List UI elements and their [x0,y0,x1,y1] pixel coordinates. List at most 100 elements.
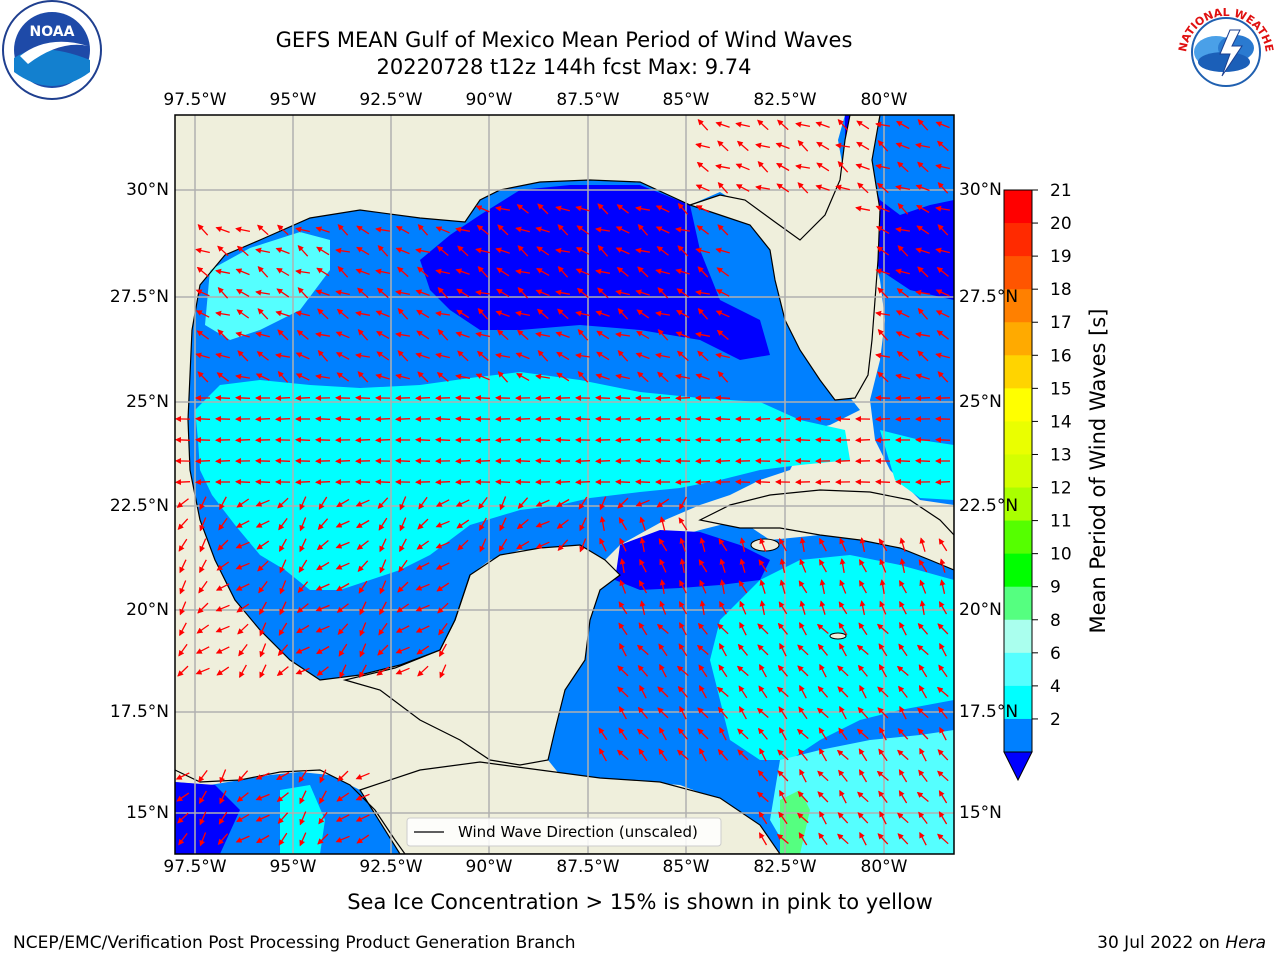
wind-arrow [277,644,289,657]
wind-arrow [735,184,750,192]
wind-arrow [435,562,450,570]
wind-arrow [437,287,449,299]
wind-arrow [199,811,207,826]
wind-arrow [238,644,248,657]
wind-arrow [475,373,490,381]
wind-arrow [355,268,370,276]
wind-arrow [919,579,927,594]
wind-arrow [477,308,489,320]
wind-arrow [615,437,631,444]
wind-arrow [298,769,308,783]
footer-left: NCEP/EMC/Verification Post Processing Pr… [13,933,576,953]
wind-arrow [717,224,729,236]
wind-arrow [658,748,668,762]
wind-arrow [335,352,350,360]
wind-arrow [758,832,768,846]
wind-arrow [395,457,411,464]
wind-arrow [615,478,631,485]
wind-arrow [255,373,270,381]
wind-arrow [335,458,351,465]
wind-arrow [438,623,448,636]
wind-arrow [235,583,250,591]
wind-arrow [915,373,930,380]
wind-arrow [697,350,709,362]
wind-arrow [798,580,808,594]
wind-arrow [215,583,230,591]
wind-arrow [835,415,851,422]
sea-ice-note: Sea Ice Concentration > 15% is shown in … [0,890,1280,914]
wind-arrow [839,705,847,720]
wind-arrow [375,310,390,318]
wind-arrow [397,581,409,593]
wind-arrow [655,457,671,464]
wind-arrow [916,791,929,802]
wind-arrow [356,540,369,550]
wind-arrow [799,684,807,699]
wind-arrow [797,791,809,803]
colorbar-tick-label: 12 [1050,479,1072,499]
wind-arrow [675,268,690,275]
wind-arrow [879,600,887,615]
wind-arrow [636,728,649,740]
wind-arrow [717,623,729,635]
wind-arrow [638,622,648,636]
wind-arrow [899,600,907,615]
wind-arrow [455,226,471,233]
wind-arrow [575,415,591,422]
wind-arrow [355,499,370,507]
wind-arrow [376,351,390,361]
lat-tick-left: 30°N [126,180,169,200]
wind-arrow [378,622,388,636]
lon-tick-bottom: 87.5°W [556,857,620,877]
wind-arrow [919,747,927,762]
wind-arrow [897,749,909,761]
wind-arrow [699,537,706,552]
wind-arrow [819,559,827,573]
wind-arrow [918,811,928,824]
wind-arrow [859,831,867,846]
wind-arrow [336,498,350,508]
wind-arrow [935,310,950,318]
wind-arrow [677,727,688,740]
wind-arrow [919,600,926,616]
wind-arrow [797,748,808,761]
wind-arrow [858,769,868,783]
wind-arrow [895,416,911,423]
footer-date: 30 Jul 2022 on [1097,933,1226,953]
wind-arrow [757,119,769,131]
wind-arrow [659,727,667,741]
wind-arrow [918,664,928,678]
wind-arrow [937,833,949,845]
wind-arrow [875,121,891,128]
wind-arrow [838,601,848,615]
lat-tick-right: 25°N [959,392,1002,412]
wind-arrow [515,416,531,423]
wind-arrow [935,436,951,443]
colorbar-tick-label: 14 [1050,412,1072,432]
wind-arrow [375,226,391,233]
wind-arrow [776,183,790,193]
wind-arrow [339,664,347,679]
wind-arrow [656,623,669,634]
wind-arrow [496,288,510,298]
wind-arrow [938,811,948,825]
wind-arrow [175,479,191,486]
wind-arrow [217,287,229,299]
wind-arrow [255,520,270,528]
wind-arrow [575,247,590,255]
wind-arrow [375,437,391,444]
wind-arrow [435,310,450,317]
wind-arrow [816,141,830,151]
wind-arrow [836,749,849,760]
wind-arrow [817,685,829,698]
wind-arrow [179,580,187,595]
wind-arrow [595,226,611,233]
wind-arrow [617,350,629,362]
wind-arrow [359,664,367,679]
lat-tick-left: 20°N [126,600,169,620]
wind-arrow [535,373,551,380]
wind-arrow [878,748,888,762]
wind-arrow [899,558,906,574]
wind-arrow [557,266,569,278]
wind-arrow [917,728,929,740]
